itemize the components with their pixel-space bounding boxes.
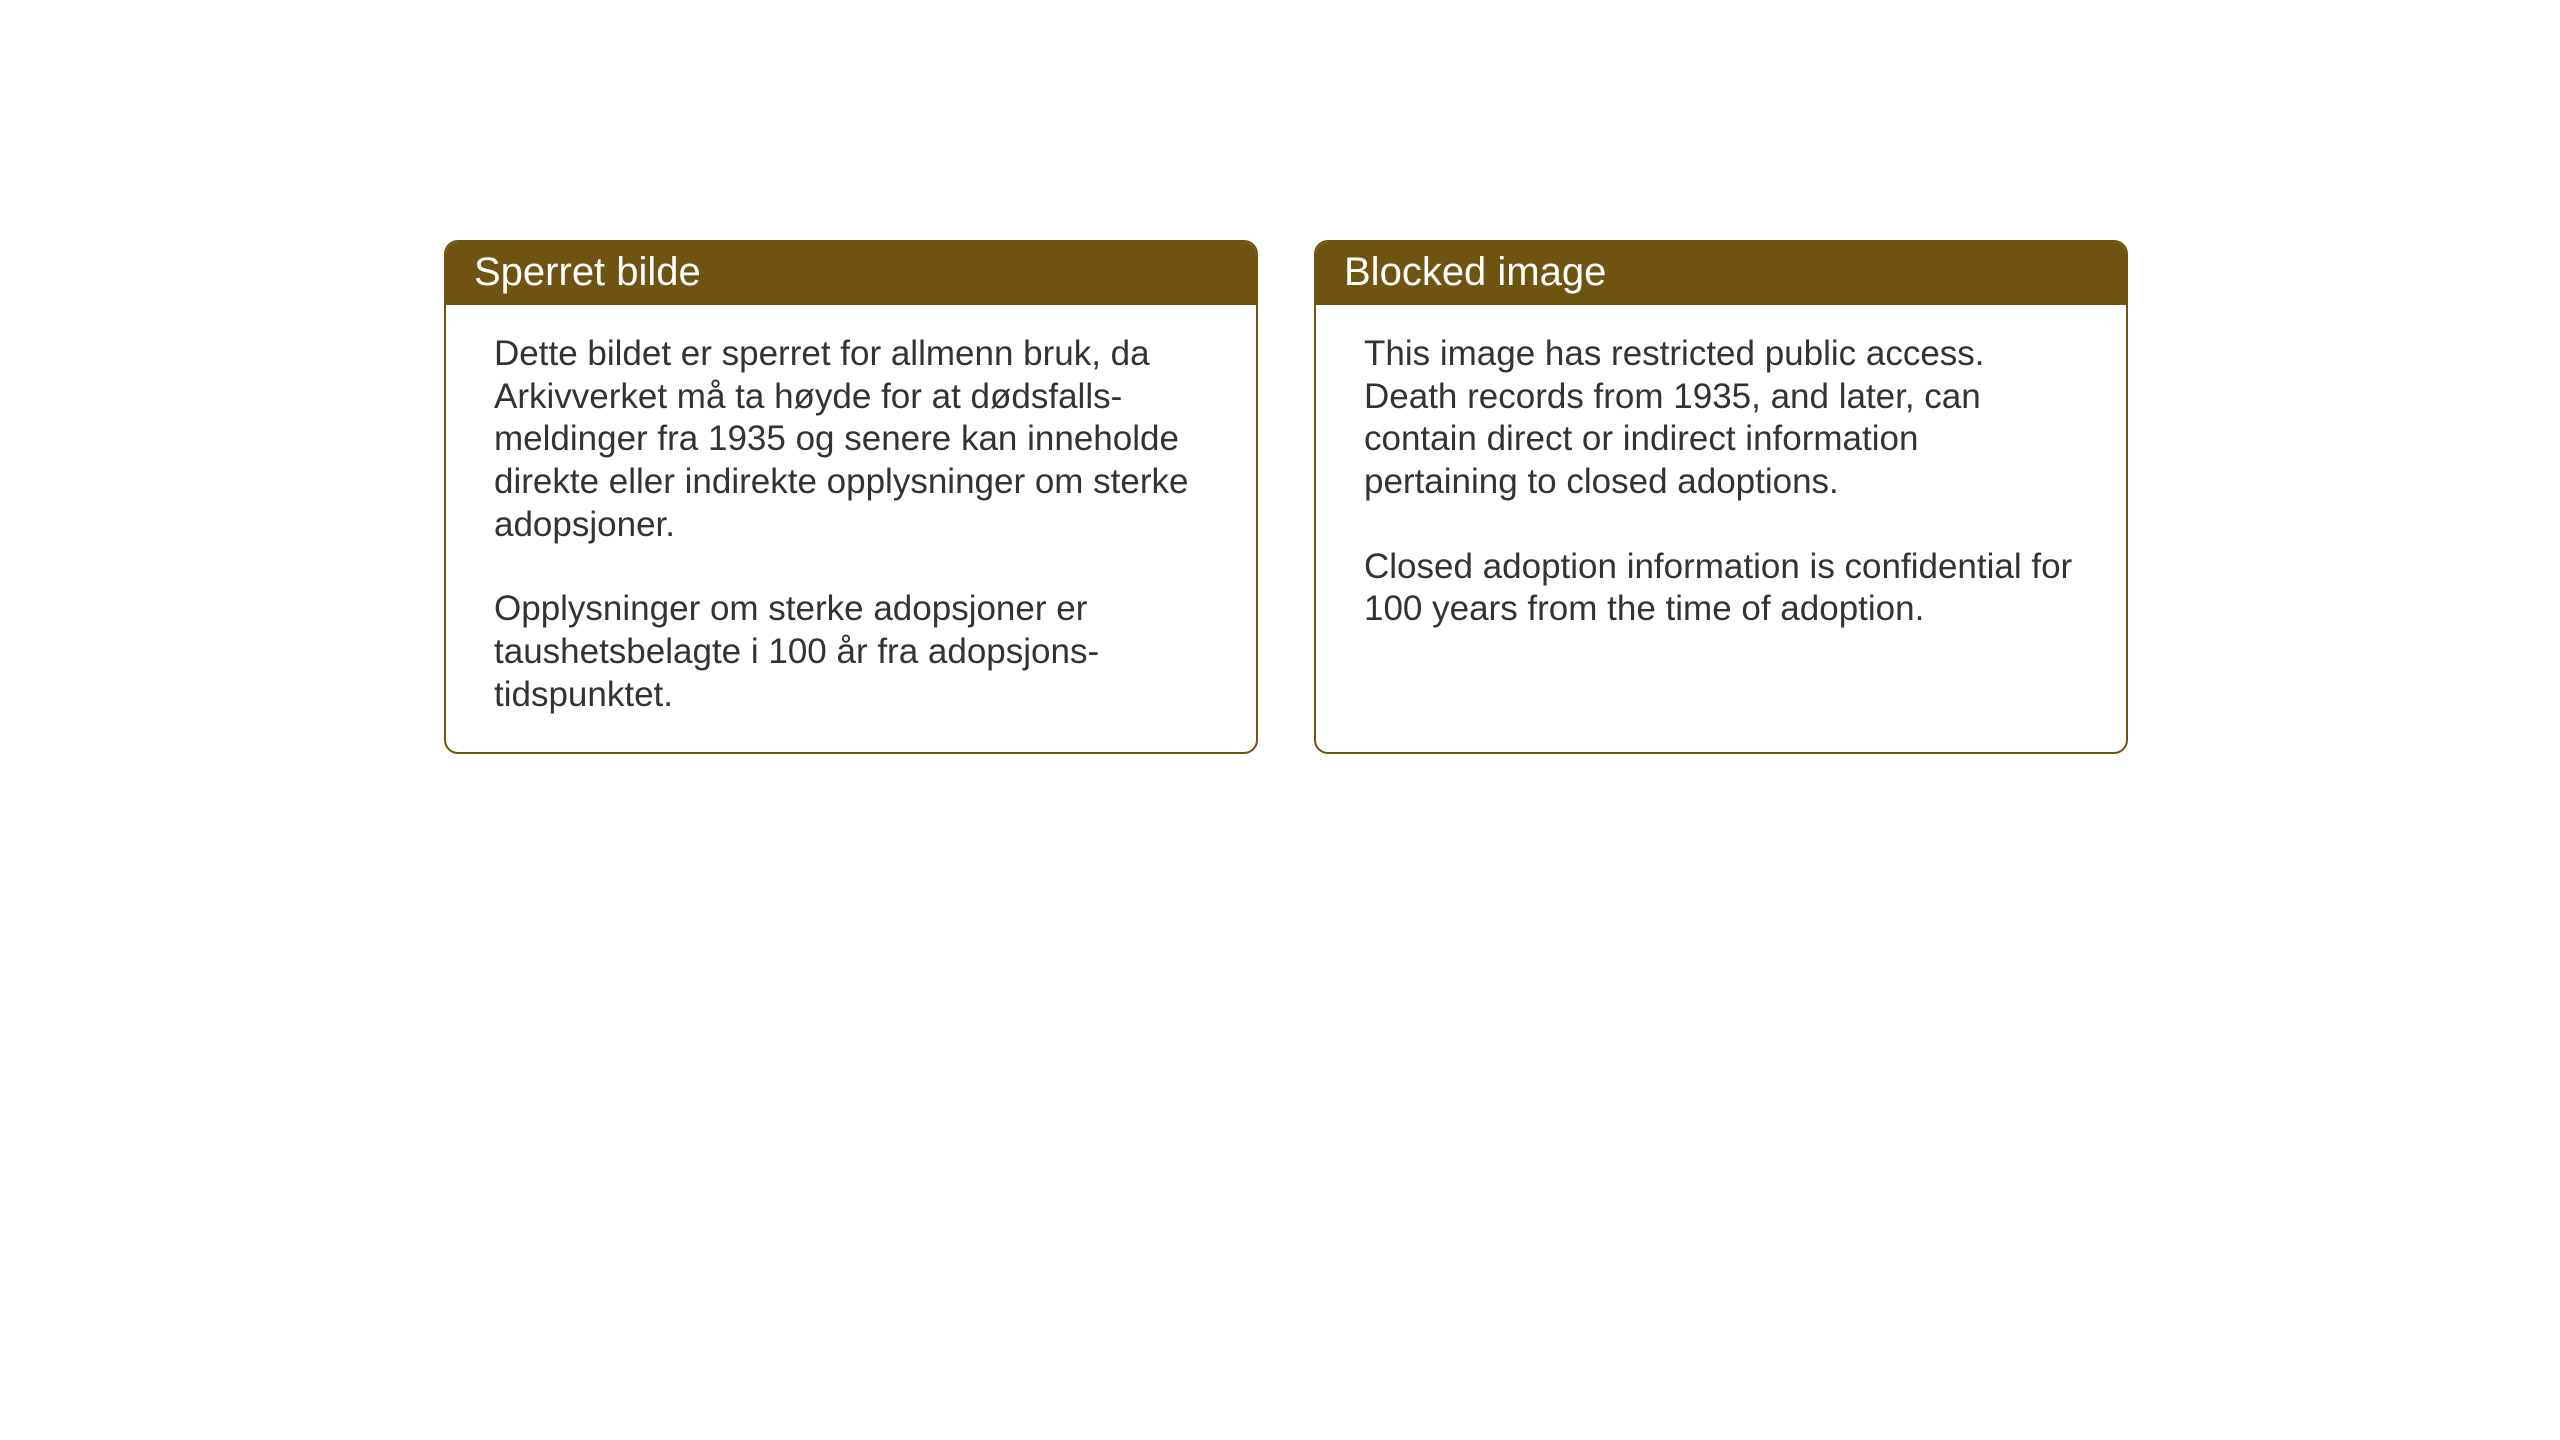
paragraph: Dette bildet er sperret for allmenn bruk…	[494, 333, 1208, 546]
card-body-norwegian: Dette bildet er sperret for allmenn bruk…	[446, 305, 1256, 754]
card-body-english: This image has restricted public access.…	[1316, 305, 2126, 675]
card-english: Blocked image This image has restricted …	[1314, 240, 2128, 754]
paragraph: Opplysninger om sterke adopsjoner er tau…	[494, 588, 1208, 716]
card-title: Sperret bilde	[474, 250, 701, 294]
paragraph: This image has restricted public access.…	[1364, 333, 2078, 504]
card-title: Blocked image	[1344, 250, 1606, 294]
card-header-english: Blocked image	[1316, 242, 2126, 305]
cards-container: Sperret bilde Dette bildet er sperret fo…	[0, 0, 2560, 754]
card-header-norwegian: Sperret bilde	[446, 242, 1256, 305]
card-norwegian: Sperret bilde Dette bildet er sperret fo…	[444, 240, 1258, 754]
paragraph: Closed adoption information is confident…	[1364, 546, 2078, 631]
